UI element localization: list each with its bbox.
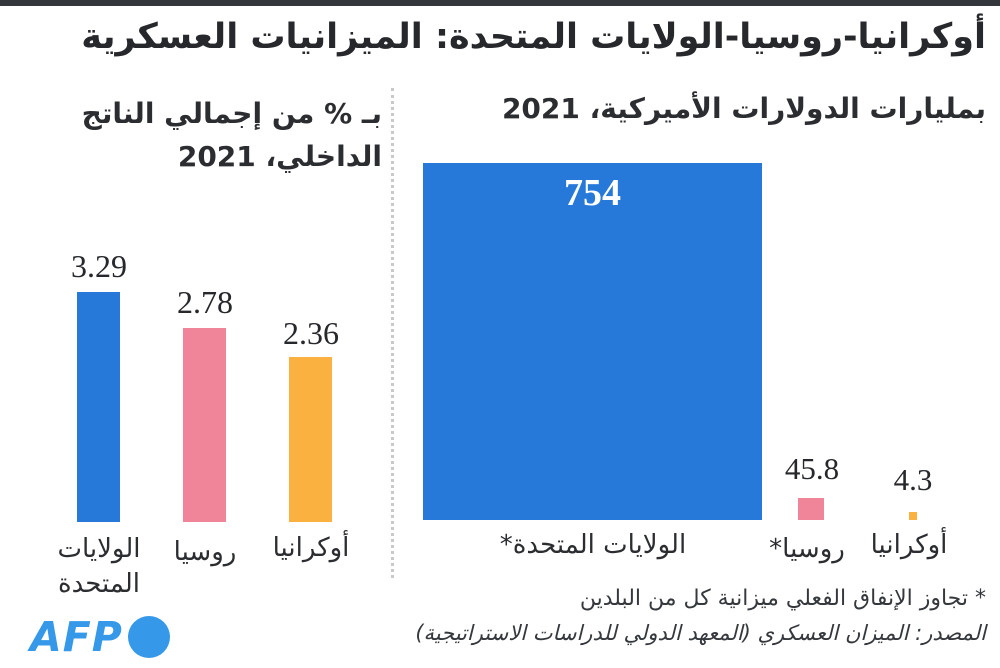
bar-united-states-dollars: 754: [423, 163, 762, 520]
bar-value-russia-dollars: 45.8: [784, 451, 840, 486]
footnote: * تجاوز الإنفاق الفعلي ميزانية كل من الب…: [579, 586, 986, 611]
category-label-ukraine-dollars: أوكرانيا: [870, 530, 948, 560]
bar-russia-gdp: [183, 328, 226, 522]
top-accent-bar: [0, 0, 1000, 6]
category-label-united-states-dollars: الولايات المتحدة*: [499, 530, 687, 560]
bar-value-united-states-gdp: 3.29: [71, 248, 127, 284]
bar-value-ukraine-dollars: 4.3: [893, 462, 933, 497]
bar-russia-dollars: [798, 498, 824, 520]
gdp-chart-title-line2: الداخلي، 2021: [177, 140, 382, 174]
bar-value-russia-gdp: 2.78: [177, 284, 233, 320]
infographic-title: أوكرانيا-روسيا-الولايات المتحدة: الميزان…: [81, 17, 986, 57]
bar-ukraine-dollars: [909, 512, 917, 520]
bar-united-states-gdp: [77, 292, 120, 522]
bar-value-united-states-dollars: 754: [564, 172, 621, 214]
gdp-chart-title-line1: بـ % من إجمالي الناتج: [81, 97, 382, 130]
afp-logo-circle-icon: [127, 616, 170, 658]
dollars-chart-title: بمليارات الدولارات الأميركية، 2021: [501, 92, 986, 125]
bar-ukraine-gdp: [289, 357, 332, 522]
gdp-chart-title: بـ % من إجمالي الناتج الداخلي، 2021: [20, 92, 382, 179]
charts-divider: [391, 88, 394, 578]
bar-value-ukraine-gdp: 2.36: [283, 315, 339, 351]
source-line: المصدر: الميزان العسكري (المعهد الدولي ل…: [415, 621, 986, 645]
afp-logo-text: AFP: [30, 612, 123, 661]
category-label-united-states-gdp: الولايات المتحدة: [57, 534, 141, 600]
category-label-ukraine-gdp: أوكرانيا: [272, 533, 350, 563]
afp-logo: AFP: [30, 612, 170, 662]
category-label-russia-dollars: روسيا*: [769, 534, 845, 564]
category-label-russia-gdp: روسيا: [173, 537, 237, 567]
